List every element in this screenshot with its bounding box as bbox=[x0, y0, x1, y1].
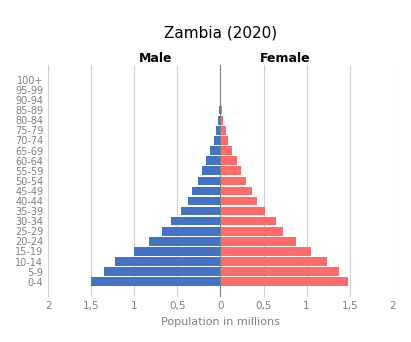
Text: Male: Male bbox=[139, 52, 173, 65]
Bar bbox=[202, 167, 220, 175]
Bar bbox=[220, 267, 339, 276]
Bar bbox=[220, 146, 232, 155]
Bar bbox=[220, 96, 221, 104]
Bar bbox=[206, 156, 220, 165]
Bar bbox=[115, 257, 220, 266]
Bar bbox=[220, 197, 256, 205]
Bar bbox=[220, 247, 311, 256]
X-axis label: Population in millions: Population in millions bbox=[161, 317, 280, 327]
Bar bbox=[220, 217, 277, 225]
Bar bbox=[220, 106, 222, 115]
Bar bbox=[188, 197, 220, 205]
Bar bbox=[104, 267, 220, 276]
Bar bbox=[220, 207, 265, 215]
Bar bbox=[220, 126, 226, 135]
Bar bbox=[162, 227, 220, 236]
Title: Zambia (2020): Zambia (2020) bbox=[164, 25, 277, 40]
Bar bbox=[192, 187, 220, 195]
Bar bbox=[220, 277, 348, 286]
Bar bbox=[220, 237, 296, 246]
Bar bbox=[198, 176, 220, 185]
Bar bbox=[171, 217, 220, 225]
Bar bbox=[134, 247, 220, 256]
Bar bbox=[214, 136, 220, 145]
Bar bbox=[149, 237, 220, 246]
Bar bbox=[220, 156, 237, 165]
Bar bbox=[220, 116, 223, 124]
Bar bbox=[220, 176, 246, 185]
Bar bbox=[220, 257, 327, 266]
Bar bbox=[219, 106, 220, 115]
Bar bbox=[218, 116, 220, 124]
Bar bbox=[210, 146, 220, 155]
Text: Female: Female bbox=[260, 52, 310, 65]
Bar bbox=[181, 207, 220, 215]
Bar bbox=[220, 136, 228, 145]
Bar bbox=[91, 277, 220, 286]
Bar bbox=[220, 187, 252, 195]
Bar bbox=[220, 167, 241, 175]
Bar bbox=[216, 126, 220, 135]
Bar bbox=[220, 227, 283, 236]
